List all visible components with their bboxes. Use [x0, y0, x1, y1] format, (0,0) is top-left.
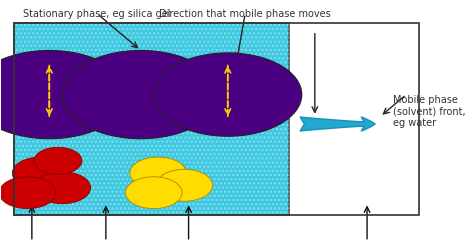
Circle shape: [63, 50, 219, 139]
FancyBboxPatch shape: [14, 24, 289, 215]
Text: Mobile phase
(solvent) front,
eg water: Mobile phase (solvent) front, eg water: [393, 95, 466, 128]
Circle shape: [34, 147, 82, 174]
Circle shape: [0, 50, 128, 139]
Text: Direction that mobile phase moves: Direction that mobile phase moves: [159, 9, 331, 19]
Circle shape: [130, 157, 186, 189]
Circle shape: [126, 177, 182, 209]
Circle shape: [154, 53, 302, 136]
Text: Stationary phase, eg silica gel: Stationary phase, eg silica gel: [23, 9, 171, 19]
Circle shape: [156, 169, 212, 201]
Circle shape: [0, 177, 56, 209]
Circle shape: [34, 172, 91, 204]
Circle shape: [12, 157, 69, 189]
